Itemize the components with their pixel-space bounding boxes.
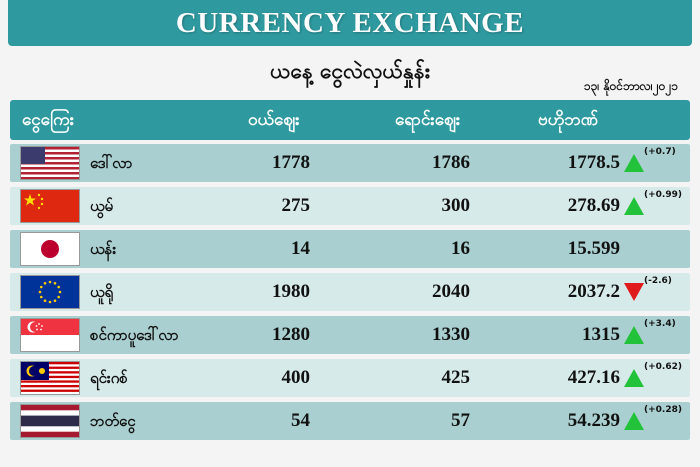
header-currency: ငွေကြေး bbox=[22, 110, 75, 130]
thailand-flag-icon bbox=[20, 404, 80, 438]
currency-name: ဒေါ်လာ bbox=[90, 154, 133, 172]
average-value: 427.16 bbox=[567, 367, 620, 388]
average-value: 1315 bbox=[582, 324, 620, 345]
currency-name: ရင်းဂစ် bbox=[90, 369, 128, 387]
up-arrow-icon bbox=[624, 326, 644, 344]
table-row: ဒေါ်လာ 1778 1786 1778.5 (+0.7) bbox=[10, 144, 690, 182]
subtitle: ယနေ့ ငွေလဲလှယ်နှုန်း bbox=[270, 59, 430, 83]
change-value: (-2.6) bbox=[644, 276, 672, 286]
change-value: (+3.4) bbox=[644, 319, 676, 329]
currency-name: ယူရို bbox=[90, 283, 114, 301]
page-title: CURRENCY EXCHANGE bbox=[175, 6, 525, 39]
average-value: 278.69 bbox=[567, 195, 620, 216]
buy-value: 400 bbox=[281, 367, 311, 388]
table-row: ရင်းဂစ် 400 425 427.16 (+0.62) bbox=[10, 359, 690, 397]
currency-name: စင်ကာပူဒေါ်လာ bbox=[90, 326, 179, 344]
eu-flag-icon bbox=[20, 275, 80, 309]
header-buy: ဝယ်ဈေး bbox=[248, 110, 300, 130]
change-value: (+0.99) bbox=[644, 190, 682, 200]
sell-value: 2040 bbox=[432, 281, 470, 302]
table-row: စင်ကာပူဒေါ်လာ 1280 1330 1315 (+3.4) bbox=[10, 316, 690, 354]
singapore-flag-icon bbox=[20, 318, 80, 352]
average-value: 15.599 bbox=[567, 238, 620, 259]
up-arrow-icon bbox=[624, 197, 644, 215]
table-row: ယန်း 14 16 15.599 bbox=[10, 230, 690, 268]
up-arrow-icon bbox=[624, 412, 644, 430]
buy-value: 275 bbox=[281, 195, 311, 216]
buy-value: 54 bbox=[291, 410, 310, 431]
table-row: ယွမ် 275 300 278.69 (+0.99) bbox=[10, 187, 690, 225]
sell-value: 1786 bbox=[432, 152, 470, 173]
sell-value: 300 bbox=[441, 195, 471, 216]
buy-value: 1280 bbox=[272, 324, 310, 345]
currency-name: ဘတ်ငွေ bbox=[90, 412, 136, 430]
sell-value: 57 bbox=[451, 410, 470, 431]
table-row: ဘတ်ငွေ 54 57 54.239 (+0.28) bbox=[10, 402, 690, 440]
malaysia-flag-icon bbox=[20, 361, 80, 395]
currency-name: ယန်း bbox=[90, 240, 117, 258]
sell-value: 425 bbox=[441, 367, 471, 388]
up-arrow-icon bbox=[624, 369, 644, 387]
header-average: ဗဟိုဘဏ် bbox=[538, 110, 598, 130]
japan-flag-icon bbox=[20, 232, 80, 266]
change-value: (+0.62) bbox=[644, 362, 682, 372]
currency-name: ယွမ် bbox=[90, 197, 114, 215]
buy-value: 1980 bbox=[272, 281, 310, 302]
header-sell: ရောင်းဈေး bbox=[395, 110, 461, 130]
table-row: ယူရို 1980 2040 2037.2 (-2.6) bbox=[10, 273, 690, 311]
down-arrow-icon bbox=[624, 283, 644, 301]
sell-value: 1330 bbox=[432, 324, 470, 345]
buy-value: 14 bbox=[291, 238, 310, 259]
average-value: 1778.5 bbox=[567, 152, 620, 173]
average-value: 2037.2 bbox=[567, 281, 620, 302]
up-arrow-icon bbox=[624, 154, 644, 172]
title-banner: CURRENCY EXCHANGE bbox=[8, 0, 692, 46]
table-header: ငွေကြေး ဝယ်ဈေး ရောင်းဈေး ဗဟိုဘဏ် bbox=[10, 100, 690, 140]
us-flag-icon bbox=[20, 146, 80, 180]
change-value: (+0.28) bbox=[644, 405, 682, 415]
sell-value: 16 bbox=[451, 238, 470, 259]
date-label: ၁၃၊ နိုဝင်ဘာလ၊၂၀၂၁ bbox=[583, 79, 678, 93]
china-flag-icon bbox=[20, 189, 80, 223]
average-value: 54.239 bbox=[567, 410, 620, 431]
change-value: (+0.7) bbox=[644, 147, 676, 157]
buy-value: 1778 bbox=[272, 152, 310, 173]
